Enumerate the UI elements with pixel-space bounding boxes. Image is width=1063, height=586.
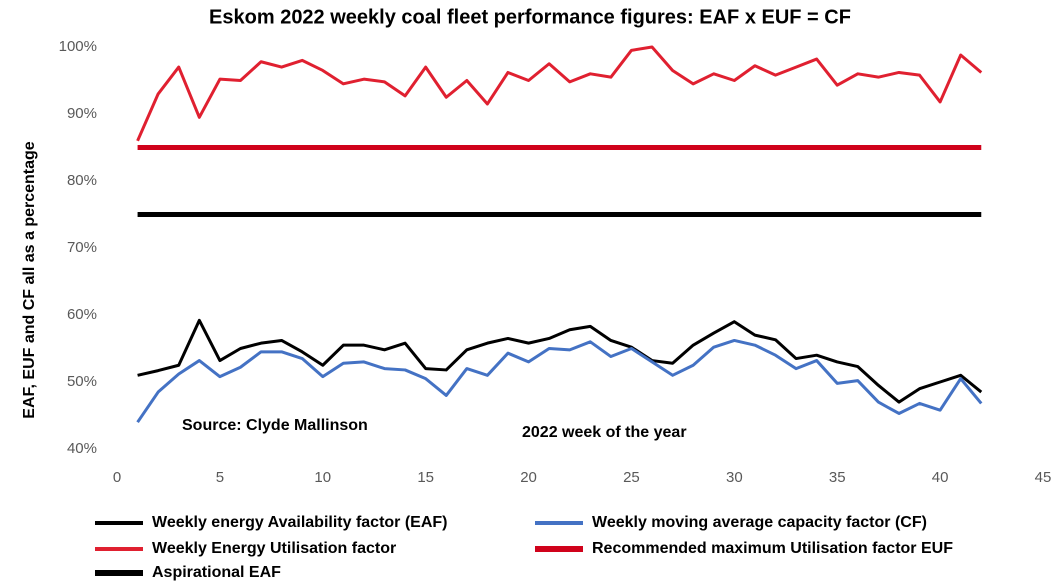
y-tick-label: 40%: [67, 440, 97, 457]
y-tick-label: 80%: [67, 172, 97, 189]
data-line: [136, 45, 983, 142]
legend-label: Weekly moving average capacity factor (C…: [592, 514, 927, 531]
x-tick-label: 25: [623, 469, 640, 486]
y-tick-label: 50%: [67, 373, 97, 390]
x-tick-label: 30: [726, 469, 743, 486]
x-tick-label: 35: [829, 469, 846, 486]
data-line: [136, 338, 983, 424]
x-tick-label: 0: [113, 469, 121, 486]
legend-label: Recommended maximum Utilisation factor E…: [592, 540, 953, 557]
x-tick-label: 15: [417, 469, 434, 486]
y-tick-label: 60%: [67, 306, 97, 323]
legend-label: Weekly energy Availability factor (EAF): [152, 514, 448, 531]
legend-label: Weekly Energy Utilisation factor: [152, 540, 396, 557]
annotation: 2022 week of the year: [522, 424, 687, 441]
x-tick-label: 20: [520, 469, 537, 486]
data-line: [137, 318, 983, 404]
y-tick-label: 70%: [67, 239, 97, 256]
x-tick-label: 5: [216, 469, 224, 486]
chart-title: Eskom 2022 weekly coal fleet performance…: [209, 6, 851, 28]
x-tick-label: 45: [1035, 469, 1052, 486]
annotation: Source: Clyde Mallinson: [182, 417, 368, 434]
x-tick-label: 10: [314, 469, 331, 486]
x-tick-label: 40: [932, 469, 949, 486]
y-axis-label: EAF, EUF and CF all as a percentage: [21, 141, 38, 419]
y-tick-label: 90%: [67, 105, 97, 122]
legend-label: Aspirational EAF: [152, 564, 281, 581]
y-tick-label: 100%: [59, 38, 97, 55]
